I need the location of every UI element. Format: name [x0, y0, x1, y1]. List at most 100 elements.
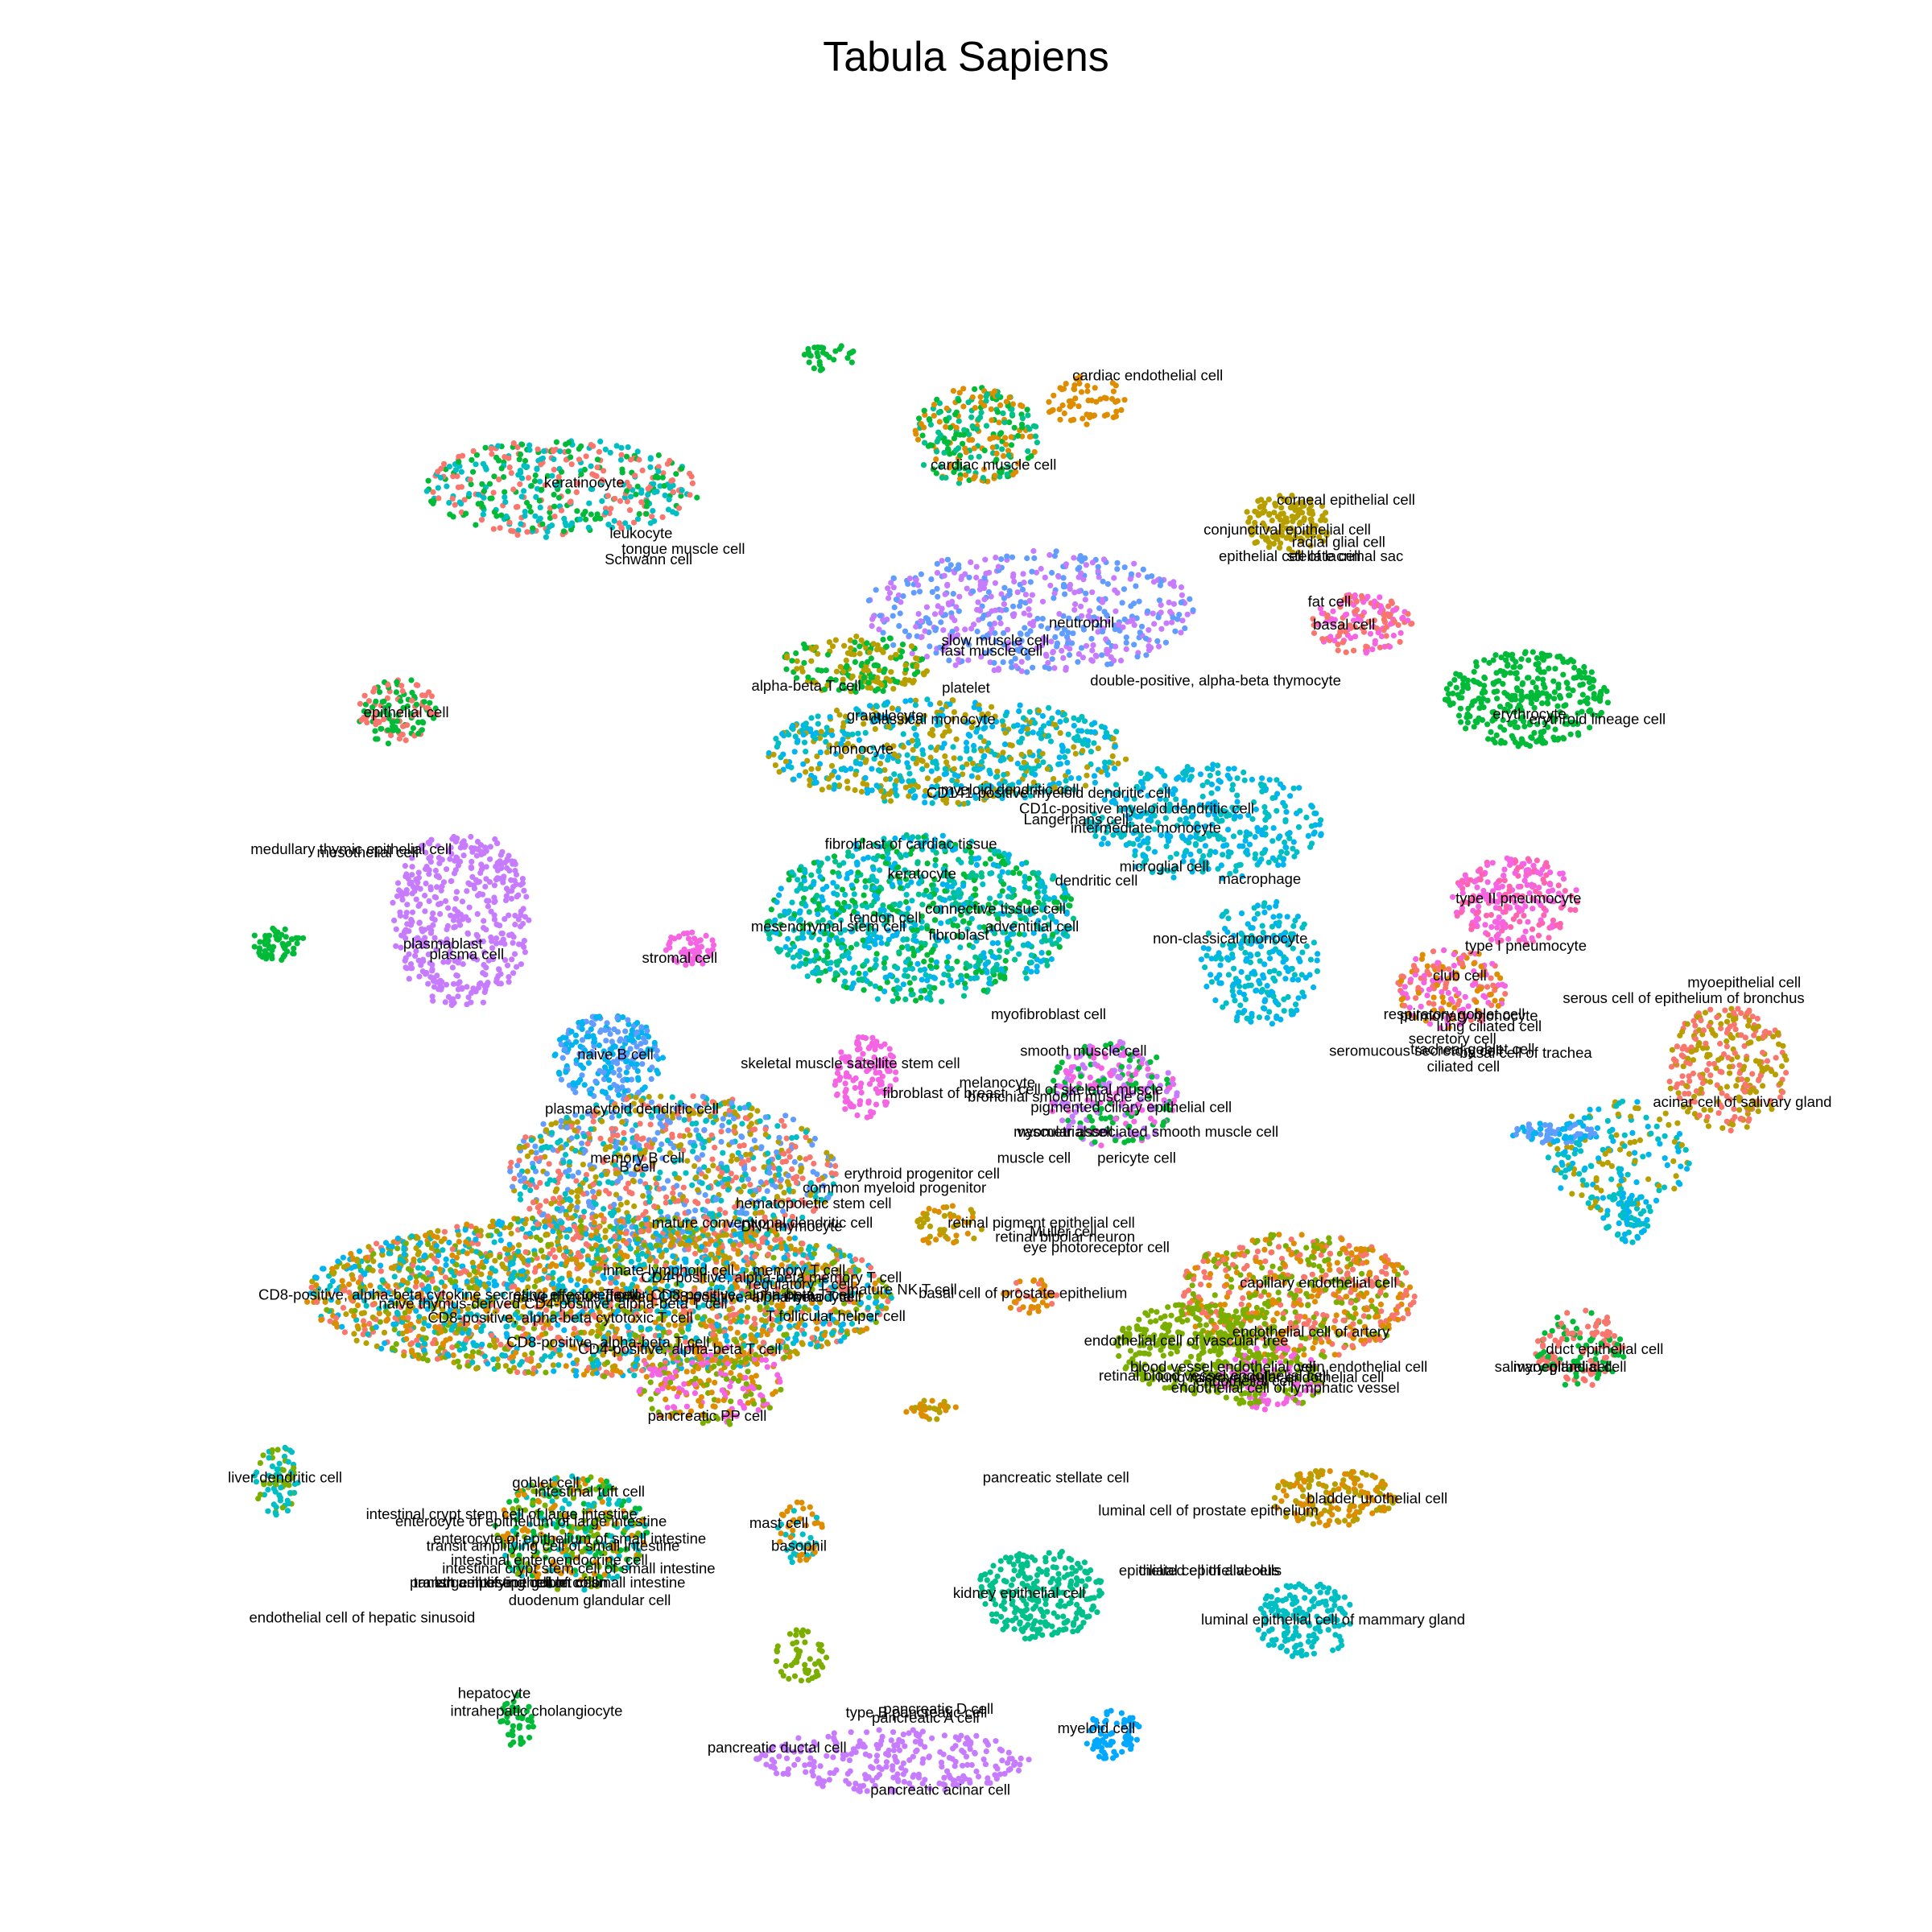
cell-point	[1266, 904, 1273, 910]
cell-point	[576, 446, 582, 452]
cell-point	[1208, 972, 1214, 978]
cell-point	[1018, 728, 1024, 735]
cell-point	[613, 443, 620, 449]
cell-point	[994, 939, 1001, 947]
cell-point	[1099, 652, 1105, 658]
cell-point	[857, 643, 863, 650]
cell-point	[398, 683, 405, 689]
cell-point	[654, 474, 662, 481]
cell-point	[557, 448, 564, 455]
cell-point	[841, 969, 848, 976]
cell-point	[979, 969, 985, 976]
cell-point	[583, 516, 589, 522]
cell-point	[456, 499, 463, 506]
cell-point	[1381, 619, 1388, 625]
cell-point	[1278, 522, 1285, 530]
cell-point	[497, 525, 503, 531]
cell-point	[1587, 724, 1593, 731]
cell-point	[960, 386, 967, 392]
cell-point	[1277, 853, 1283, 861]
cell-point	[1280, 861, 1286, 868]
cell-point	[819, 894, 825, 900]
cell-point	[832, 637, 839, 643]
cell-point	[1488, 911, 1494, 919]
cell-point	[864, 958, 870, 964]
cell-point	[919, 432, 926, 439]
cell-point	[1015, 460, 1022, 467]
cell-point	[1150, 579, 1158, 585]
cell-point	[1064, 759, 1071, 766]
cell-point	[1282, 839, 1288, 846]
cell-point	[1002, 957, 1009, 964]
cell-point	[881, 964, 888, 972]
cell-point	[1003, 398, 1009, 405]
cell-point	[844, 664, 850, 671]
cell-point	[1080, 748, 1086, 754]
cell-point	[485, 898, 492, 904]
cell-point	[630, 519, 638, 526]
cell-point	[989, 870, 995, 877]
cell-point	[1231, 965, 1237, 972]
cell-point	[1249, 1010, 1255, 1017]
cell-point	[528, 483, 535, 489]
cell-point	[1267, 956, 1274, 962]
cell-point	[673, 510, 679, 517]
cell-point	[601, 468, 607, 474]
cell-point	[807, 726, 814, 733]
cell-point	[989, 417, 995, 423]
cell-point	[536, 497, 543, 504]
cell-point	[911, 975, 918, 981]
cell-point	[1111, 766, 1118, 772]
cell-point	[1071, 555, 1077, 561]
cell-point	[923, 762, 930, 769]
cell-point	[860, 937, 866, 943]
cell-point	[902, 628, 909, 634]
cell-point	[914, 436, 922, 443]
cell-point	[838, 905, 844, 911]
cell-point	[862, 729, 869, 737]
cell-point	[980, 585, 988, 592]
cell-point	[918, 571, 924, 577]
cell-point	[1025, 455, 1031, 461]
cell-point	[1247, 514, 1253, 521]
cell-point	[939, 998, 945, 1005]
cell-point	[1005, 869, 1012, 876]
cell-point	[1552, 666, 1558, 672]
cell-point	[490, 489, 497, 496]
cell-point	[873, 962, 879, 968]
cell-point	[1552, 716, 1558, 722]
cell-point	[946, 567, 952, 573]
cell-point	[934, 570, 941, 576]
cell-point	[364, 720, 370, 726]
cell-point	[1284, 914, 1290, 920]
cell-point	[1335, 641, 1341, 648]
cell-point	[1535, 660, 1542, 667]
cell-point	[881, 794, 887, 801]
cell-point	[1070, 630, 1076, 637]
cell-point	[1550, 678, 1557, 684]
cell-point	[1307, 844, 1314, 850]
cell-point	[1085, 397, 1092, 404]
cell-point	[448, 998, 455, 1005]
cell-point	[378, 725, 385, 732]
cell-point	[1038, 735, 1045, 741]
cell-point	[1583, 675, 1589, 681]
cell-point	[1038, 950, 1045, 956]
cell-point	[446, 500, 452, 506]
cell-point	[992, 978, 998, 985]
cell-point	[460, 916, 466, 923]
cell-point	[421, 927, 428, 933]
cell-point	[950, 591, 956, 597]
cell-point	[431, 984, 438, 990]
cell-point	[625, 524, 632, 530]
cell-point	[1063, 634, 1071, 640]
cell-point	[1458, 719, 1464, 725]
cell-point	[892, 786, 898, 792]
cell-point	[916, 415, 923, 422]
cell-point	[1577, 682, 1583, 688]
cell-point	[1199, 782, 1206, 789]
cell-point	[887, 654, 894, 661]
cell-point	[569, 520, 576, 526]
cell-point	[1286, 531, 1293, 538]
cell-point	[894, 977, 900, 984]
